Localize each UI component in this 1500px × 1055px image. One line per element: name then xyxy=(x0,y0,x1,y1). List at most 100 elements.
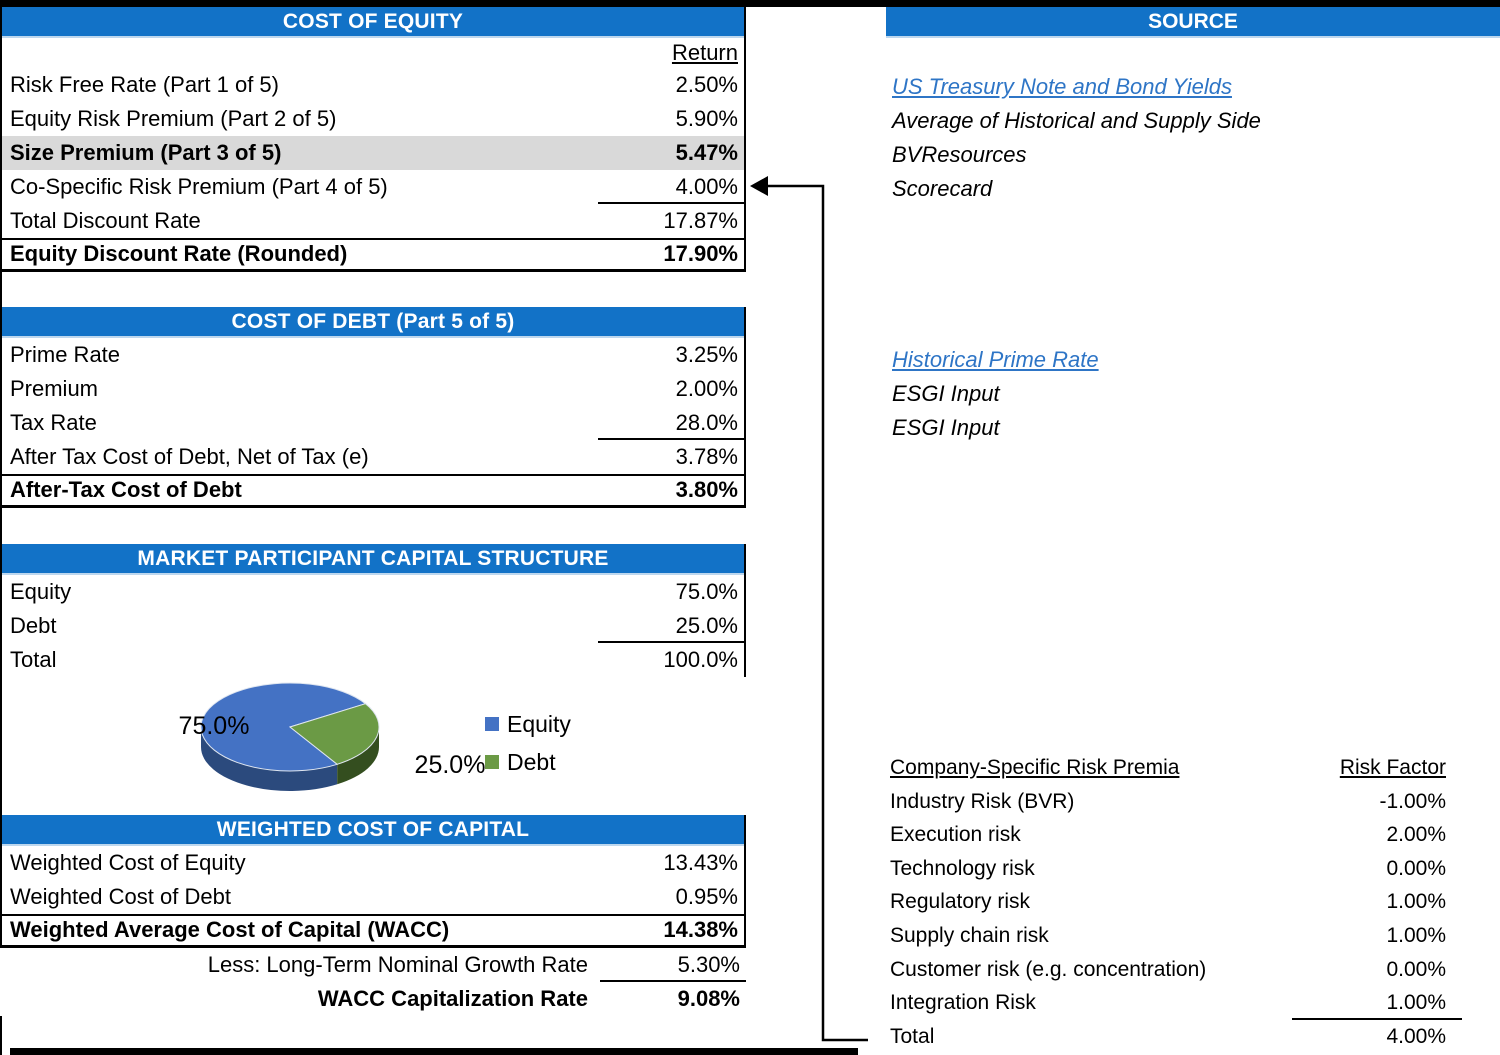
row-label: Weighted Cost of Equity xyxy=(10,850,246,875)
row-label: Equity Discount Rate (Rounded) xyxy=(10,241,348,266)
cost-of-debt-header: COST OF DEBT (Part 5 of 5) xyxy=(2,307,744,338)
row-label: Equity Risk Premium (Part 2 of 5) xyxy=(10,106,337,131)
bottom-border-line xyxy=(10,1048,858,1055)
left-border-line xyxy=(0,0,2,1055)
pie-slice-debt xyxy=(288,703,380,765)
pie-legend: Equity Debt xyxy=(485,709,571,785)
risk-premia-title: Company-Specific Risk Premia xyxy=(890,756,1180,779)
pie-label-equity: 75.0% xyxy=(178,712,250,740)
row-label: Tax Rate xyxy=(10,410,97,435)
risk-factor-value: 0.00% xyxy=(1386,957,1446,981)
row-value: 5.47% xyxy=(675,140,738,165)
wacc-extra-rows: Less: Long-Term Nominal Growth Rate 5.30%… xyxy=(0,948,746,1016)
source-text: ESGI Input xyxy=(892,415,1000,440)
risk-factor-value: 1.00% xyxy=(1292,986,1462,1020)
risk-label: Total xyxy=(890,1024,935,1048)
table-row: Weighted Average Cost of Capital (WACC) 1… xyxy=(2,914,744,948)
cost-of-equity-table: COST OF EQUITY Return Risk Free Rate (Pa… xyxy=(0,7,746,272)
legend-label-equity: Equity xyxy=(507,711,571,737)
risk-label: Regulatory risk xyxy=(890,890,1031,914)
row-value: 17.87% xyxy=(663,208,738,233)
table-row: Equity 75.0% xyxy=(2,575,744,609)
wacc-table: WEIGHTED COST OF CAPITAL Weighted Cost o… xyxy=(0,815,746,948)
table-row: Risk Free Rate (Part 1 of 5) 2.50% xyxy=(2,68,744,102)
table-row: Co-Specific Risk Premium (Part 4 of 5) 4.… xyxy=(2,170,744,204)
table-row: Tax Rate 28.0% xyxy=(2,406,744,440)
table-row: Premium 2.00% xyxy=(2,372,744,406)
risk-label: Industry Risk (BVR) xyxy=(890,789,1075,813)
table-row: Prime Rate 3.25% xyxy=(2,338,744,372)
row-value: 28.0% xyxy=(598,406,744,440)
row-value: 2.50% xyxy=(675,72,738,97)
pie-label-debt: 25.0% xyxy=(414,751,486,779)
row-label: Prime Rate xyxy=(10,342,121,367)
debt-sources: Historical Prime Rate ESGI Input ESGI Inpu… xyxy=(892,343,1492,445)
cost-of-equity-header: COST OF EQUITY xyxy=(2,7,744,38)
source-text: Average of Historical and Supply Side xyxy=(892,108,1261,133)
row-label: Size Premium (Part 3 of 5) xyxy=(10,140,282,165)
table-row: Total Discount Rate 17.87% xyxy=(2,204,744,238)
row-value: 3.25% xyxy=(675,342,738,367)
risk-premia-row: Total 4.00% xyxy=(890,1020,1462,1054)
row-value: 2.00% xyxy=(675,376,738,401)
table-row: Weighted Cost of Debt 0.95% xyxy=(2,880,744,914)
row-value: 14.38% xyxy=(663,917,738,942)
legend-swatch-debt-icon xyxy=(485,755,499,769)
row-value: 75.0% xyxy=(675,579,738,604)
risk-factor-value: 4.00% xyxy=(1386,1024,1446,1048)
pie-slice-equity xyxy=(200,682,367,772)
source-hyperlink[interactable]: US Treasury Note and Bond Yields xyxy=(892,74,1232,99)
source-text: BVResources xyxy=(892,142,1027,167)
row-value: 13.43% xyxy=(663,850,738,875)
table-row: Weighted Cost of Equity 13.43% xyxy=(2,846,744,880)
legend-item-equity: Equity xyxy=(485,709,571,739)
row-value: 25.0% xyxy=(598,609,744,643)
table-row: After-Tax Cost of Debt 3.80% xyxy=(2,474,744,508)
row-value: 3.78% xyxy=(675,444,738,469)
legend-swatch-equity-icon xyxy=(485,717,499,731)
row-label: Less: Long-Term Nominal Growth Rate xyxy=(207,952,588,977)
table-row: After Tax Cost of Debt, Net of Tax (e) 3.… xyxy=(2,440,744,474)
risk-premia-row: Customer risk (e.g. concentration) 0.00% xyxy=(890,953,1462,987)
risk-label: Execution risk xyxy=(890,823,1021,847)
wacc-header: WEIGHTED COST OF CAPITAL xyxy=(2,815,744,846)
risk-label: Customer risk (e.g. concentration) xyxy=(890,957,1207,981)
risk-premia-header-row: Company-Specific Risk Premia Risk Factor xyxy=(890,751,1462,785)
risk-factor-value: 1.00% xyxy=(1386,923,1446,947)
row-value: 5.30% xyxy=(600,948,746,982)
risk-premia-row: Industry Risk (BVR) -1.00% xyxy=(890,785,1462,819)
arrowhead-icon xyxy=(750,176,768,196)
risk-premia-row: Supply chain risk 1.00% xyxy=(890,919,1462,953)
capital-structure-header: MARKET PARTICIPANT CAPITAL STRUCTURE xyxy=(2,544,744,575)
legend-item-debt: Debt xyxy=(485,747,571,777)
risk-premia-row: Execution risk 2.00% xyxy=(890,818,1462,852)
return-column-header: Return xyxy=(671,40,738,65)
source-header: SOURCE xyxy=(886,7,1500,38)
capital-structure-pie-chart xyxy=(200,682,380,791)
risk-premia-table: Company-Specific Risk Premia Risk Factor… xyxy=(890,751,1462,1053)
row-value: 100.0% xyxy=(663,647,738,672)
table-row: Equity Discount Rate (Rounded) 17.90% xyxy=(2,238,744,272)
risk-factor-value: -1.00% xyxy=(1379,789,1446,813)
row-label: Weighted Average Cost of Capital (WACC) xyxy=(10,917,450,942)
row-value: 17.90% xyxy=(663,241,738,266)
risk-premia-row: Integration Risk 1.00% xyxy=(890,986,1462,1020)
row-label: Risk Free Rate (Part 1 of 5) xyxy=(10,72,279,97)
row-value: 5.90% xyxy=(675,106,738,131)
row-label: Weighted Cost of Debt xyxy=(10,884,231,909)
risk-factor-column-header: Risk Factor xyxy=(1339,756,1446,779)
row-value: 9.08% xyxy=(677,986,740,1011)
table-row: Total 100.0% xyxy=(2,643,744,677)
row-label: After Tax Cost of Debt, Net of Tax (e) xyxy=(10,444,369,469)
table-row: Debt 25.0% xyxy=(2,609,744,643)
risk-factor-value: 1.00% xyxy=(1386,890,1446,914)
equity-sources: US Treasury Note and Bond Yields Average … xyxy=(892,70,1492,206)
capital-structure-table: MARKET PARTICIPANT CAPITAL STRUCTURE Equ… xyxy=(0,544,746,677)
top-border-line xyxy=(0,0,1500,7)
source-hyperlink[interactable]: Historical Prime Rate xyxy=(892,347,1099,372)
row-value: 0.95% xyxy=(675,884,738,909)
risk-premia-row: Technology risk 0.00% xyxy=(890,852,1462,886)
risk-factor-value: 2.00% xyxy=(1386,823,1446,847)
table-row: Size Premium (Part 3 of 5) 5.47% xyxy=(2,136,744,170)
